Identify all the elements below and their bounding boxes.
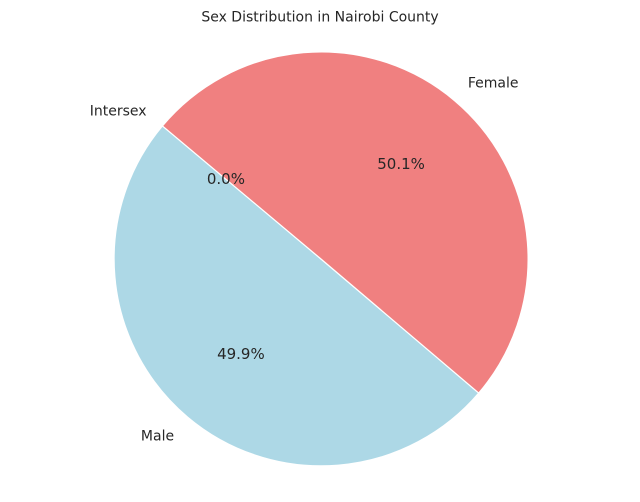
pie-label-intersex: Intersex: [90, 104, 147, 120]
pie-labels: Male 49.9% Female 50.1% Intersex 0.0%: [90, 76, 519, 445]
pie-label-male: Male: [141, 428, 174, 444]
pie-pct-label-female: 50.1%: [377, 155, 425, 173]
pie-slices: [113, 51, 529, 467]
pie-label-female: Female: [468, 76, 519, 92]
pie-slice-female: [161, 51, 529, 394]
pie-slice-male: [113, 125, 480, 467]
pie-pct-label-intersex: 0.0%: [207, 170, 245, 188]
chart-title: Sex Distribution in Nairobi County: [201, 10, 438, 26]
pie-pct-label-male: 49.9%: [217, 345, 265, 363]
